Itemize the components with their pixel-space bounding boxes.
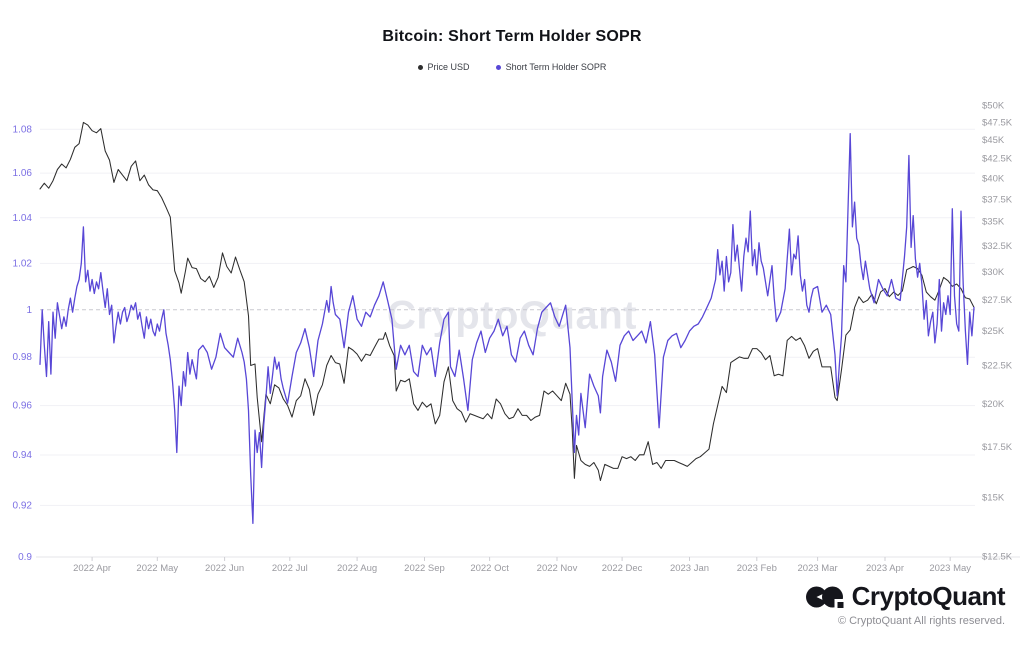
x-tick-label: 2022 Dec <box>602 563 643 574</box>
right-axis-tick-label: $47.5K <box>982 117 1013 128</box>
x-tick-label: 2022 Sep <box>404 563 445 574</box>
right-axis-tick-label: $30K <box>982 267 1005 278</box>
x-tick-label: 2023 Jan <box>670 563 709 574</box>
right-axis-tick-label: $35K <box>982 217 1005 228</box>
x-tick-label: 2023 Apr <box>866 563 904 574</box>
left-axis-tick-label: 0.94 <box>13 450 33 461</box>
right-axis-tick-label: $20K <box>982 399 1005 410</box>
left-axis-tick-label: 1.02 <box>13 258 33 269</box>
left-axis-tick-label: 0.92 <box>13 500 33 511</box>
x-tick-label: 2022 Jul <box>272 563 308 574</box>
right-axis-tick-label: $12.5K <box>982 552 1013 563</box>
copyright-text: © CryptoQuant All rights reserved. <box>837 615 1005 627</box>
left-axis-tick-label: 0.96 <box>13 401 33 412</box>
legend-label: Short Term Holder SOPR <box>505 62 607 72</box>
price-line <box>39 121 975 482</box>
right-axis-tick-label: $17.5K <box>982 442 1013 453</box>
legend-marker-icon <box>417 64 423 70</box>
right-axis-tick-label: $27.5K <box>982 295 1013 306</box>
x-tick-label: 2022 Apr <box>73 563 111 574</box>
sopr-line <box>39 132 975 525</box>
x-tick-label: 2023 Mar <box>798 563 838 574</box>
chart-legend: Price USD Short Term Holder SOPR <box>0 62 1024 72</box>
right-axis-tick-label: $25K <box>982 326 1005 337</box>
right-axis-tick-label: $37.5K <box>982 194 1013 205</box>
right-axis-tick-label: $42.5K <box>982 154 1013 165</box>
legend-item-short-term-holder-sopr[interactable]: Short Term Holder SOPR <box>495 62 607 72</box>
x-tick-label: 2022 Nov <box>537 563 578 574</box>
page-title: Bitcoin: Short Term Holder SOPR <box>382 28 642 45</box>
right-axis-tick-label: $15K <box>982 492 1005 503</box>
right-axis-tick-label: $40K <box>982 173 1005 184</box>
legend-label: Price USD <box>427 62 470 72</box>
x-tick-label: 2022 Jun <box>205 563 244 574</box>
left-axis-tick-label: 1.08 <box>13 124 33 135</box>
cryptoquant-logo-icon <box>805 586 844 609</box>
left-axis-tick-label: 1.06 <box>13 168 33 179</box>
x-tick-label: 2022 Oct <box>470 563 509 574</box>
right-axis-tick-label: $45K <box>982 135 1005 146</box>
legend-marker-icon <box>495 64 501 70</box>
right-axis-tick-label: $50K <box>982 101 1005 112</box>
left-axis-tick-label: 1 <box>26 305 32 316</box>
left-axis-tick-label: 1.04 <box>13 213 33 224</box>
left-axis-tick-label: 0.98 <box>13 352 33 363</box>
x-tick-label: 2022 Aug <box>337 563 377 574</box>
brand-name: CryptoQuant <box>851 581 1006 611</box>
footer-branding: CryptoQuant © CryptoQuant All rights res… <box>805 581 1006 627</box>
left-axis-tick-label: 0.9 <box>18 552 32 563</box>
right-axis-tick-label: $22.5K <box>982 361 1013 372</box>
x-tick-label: 2023 Feb <box>737 563 777 574</box>
right-axis-tick-label: $32.5K <box>982 241 1013 252</box>
legend-item-price-usd[interactable]: Price USD <box>417 62 470 72</box>
x-tick-label: 2022 May <box>136 563 178 574</box>
x-tick-label: 2023 May <box>929 563 971 574</box>
